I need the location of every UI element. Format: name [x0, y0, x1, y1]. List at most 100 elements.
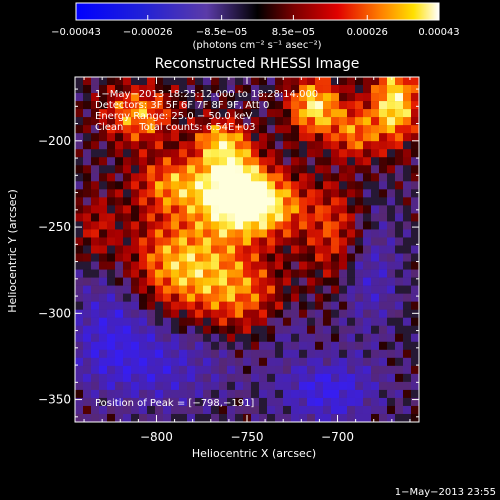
heatmap-cell — [339, 189, 348, 198]
heatmap-cell — [179, 125, 188, 134]
heatmap-cell — [115, 261, 124, 270]
peak-position-label: Position of Peak = [−798,−191] — [95, 398, 254, 409]
heatmap-cell — [139, 269, 148, 278]
heatmap-cell — [91, 405, 100, 415]
heatmap-cell — [139, 245, 148, 254]
heatmap-cell — [187, 405, 196, 415]
heatmap-cell — [379, 317, 388, 327]
heatmap-cell — [323, 373, 332, 383]
heatmap-cell — [219, 213, 228, 222]
heatmap-cell — [163, 341, 172, 351]
heatmap-cell — [163, 157, 172, 166]
heatmap-cell — [411, 309, 420, 318]
heatmap-cell — [91, 309, 100, 318]
heatmap-cell — [371, 317, 380, 327]
heatmap-cell — [219, 181, 228, 190]
heatmap-cell — [171, 397, 180, 407]
heatmap-cell — [331, 373, 340, 383]
heatmap-cell — [219, 157, 228, 166]
heatmap-cell — [83, 373, 92, 383]
heatmap-cell — [251, 381, 260, 391]
heatmap-cell — [123, 85, 132, 94]
heatmap-cell — [219, 229, 228, 238]
heatmap-cell — [235, 349, 244, 359]
heatmap-cell — [123, 333, 132, 343]
heatmap-cell — [347, 381, 356, 391]
heatmap-cell — [139, 141, 148, 150]
heatmap-cell — [275, 101, 284, 110]
heatmap-cell — [187, 269, 196, 278]
heatmap-cell — [331, 253, 340, 262]
heatmap-cell — [139, 93, 148, 102]
heatmap-cell — [203, 389, 212, 399]
heatmap-cell — [355, 141, 364, 150]
heatmap-cell — [275, 125, 284, 134]
heatmap-cell — [259, 77, 268, 86]
heatmap-cell — [347, 213, 356, 222]
heatmap-cell — [187, 317, 196, 327]
heatmap-cell — [395, 269, 404, 278]
heatmap-cell — [283, 365, 292, 375]
heatmap-cell — [403, 229, 412, 238]
heatmap-cell — [323, 333, 332, 343]
heatmap-cell — [155, 133, 164, 142]
heatmap-cell — [243, 309, 252, 318]
heatmap-cell — [99, 317, 108, 327]
heatmap-cell — [219, 413, 228, 423]
heatmap-cell — [275, 189, 284, 198]
heatmap-cell — [91, 293, 100, 302]
heatmap-cell — [139, 333, 148, 343]
heatmap-cell — [115, 301, 124, 310]
heatmap-cell — [195, 333, 204, 343]
heatmap-cell — [243, 381, 252, 391]
heatmap-cell — [339, 85, 348, 94]
heatmap-cell — [347, 229, 356, 238]
heatmap-cell — [115, 197, 124, 206]
heatmap-cell — [131, 205, 140, 214]
heatmap-cell — [235, 397, 244, 407]
heatmap-cell — [347, 341, 356, 351]
heatmap-cell — [147, 293, 156, 302]
heatmap-cell — [371, 149, 380, 158]
heatmap-cell — [315, 93, 324, 102]
heatmap-cell — [283, 325, 292, 335]
heatmap-cell — [203, 341, 212, 351]
heatmap-cell — [371, 413, 380, 423]
heatmap-cell — [283, 373, 292, 383]
heatmap-cell — [395, 221, 404, 230]
heatmap-cell — [123, 325, 132, 335]
heatmap-cell — [411, 245, 420, 254]
heatmap-cell — [315, 181, 324, 190]
heatmap-cell — [275, 205, 284, 214]
heatmap-cell — [211, 229, 220, 238]
heatmap-cell — [395, 85, 404, 94]
heatmap-cell — [307, 357, 316, 367]
heatmap-cell — [307, 93, 316, 102]
heatmap-cell — [99, 141, 108, 150]
heatmap-cell — [275, 221, 284, 230]
heatmap-cell — [411, 317, 420, 327]
heatmap-cell — [323, 293, 332, 302]
heatmap-cell — [123, 197, 132, 206]
heatmap-cell — [107, 117, 116, 126]
heatmap-cell — [187, 277, 196, 286]
heatmap-cell — [179, 221, 188, 230]
heatmap-cell — [139, 197, 148, 206]
heatmap-cell — [75, 253, 84, 262]
heatmap-cell — [283, 285, 292, 294]
heatmap-cell — [147, 109, 156, 118]
heatmap-cell — [131, 317, 140, 327]
heatmap-cell — [99, 133, 108, 142]
heatmap-cell — [123, 285, 132, 294]
heatmap-cell — [355, 253, 364, 262]
heatmap-cell — [379, 341, 388, 351]
heatmap-cell — [107, 325, 116, 335]
heatmap-cell — [411, 261, 420, 270]
heatmap-cell — [139, 189, 148, 198]
heatmap-cell — [259, 245, 268, 254]
heatmap-cell — [315, 349, 324, 359]
heatmap-cell — [251, 189, 260, 198]
heatmap-cell — [91, 317, 100, 327]
heatmap-cell — [99, 213, 108, 222]
heatmap-cell — [195, 397, 204, 407]
